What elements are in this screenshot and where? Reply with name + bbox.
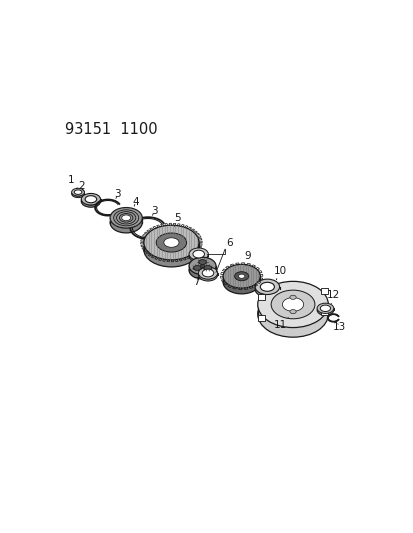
Text: 13: 13 <box>332 322 345 332</box>
Ellipse shape <box>223 270 260 294</box>
Polygon shape <box>320 309 327 315</box>
Ellipse shape <box>189 262 216 279</box>
Ellipse shape <box>198 260 206 264</box>
Ellipse shape <box>238 274 244 278</box>
Ellipse shape <box>143 232 199 267</box>
Text: 2: 2 <box>78 181 84 191</box>
Text: 5: 5 <box>173 214 180 227</box>
Ellipse shape <box>320 307 330 313</box>
Ellipse shape <box>110 212 142 233</box>
Text: 12: 12 <box>326 290 339 304</box>
Ellipse shape <box>234 272 248 281</box>
Ellipse shape <box>192 250 204 258</box>
Ellipse shape <box>198 267 217 279</box>
Ellipse shape <box>223 264 260 288</box>
Ellipse shape <box>260 285 274 294</box>
Ellipse shape <box>74 190 82 195</box>
Ellipse shape <box>257 291 328 337</box>
Polygon shape <box>320 288 327 294</box>
Ellipse shape <box>189 250 208 262</box>
Ellipse shape <box>202 271 213 279</box>
Text: 4: 4 <box>132 197 139 207</box>
Ellipse shape <box>189 248 208 260</box>
Ellipse shape <box>316 305 333 316</box>
Ellipse shape <box>110 207 142 228</box>
Ellipse shape <box>282 297 303 311</box>
Text: 93151  1100: 93151 1100 <box>65 122 157 136</box>
Ellipse shape <box>85 196 97 203</box>
Ellipse shape <box>143 225 199 260</box>
Ellipse shape <box>260 282 274 292</box>
Ellipse shape <box>189 257 216 274</box>
Ellipse shape <box>71 188 84 196</box>
Text: 6: 6 <box>225 238 232 248</box>
Text: 9: 9 <box>244 252 251 265</box>
Ellipse shape <box>81 193 100 205</box>
Ellipse shape <box>192 252 204 260</box>
Text: 11: 11 <box>273 317 287 330</box>
Ellipse shape <box>289 310 295 314</box>
Polygon shape <box>257 294 264 300</box>
Ellipse shape <box>320 305 330 311</box>
Ellipse shape <box>116 212 135 224</box>
Ellipse shape <box>81 196 100 207</box>
Polygon shape <box>257 315 264 321</box>
Ellipse shape <box>289 295 295 300</box>
Text: 3: 3 <box>114 189 121 199</box>
Text: 1: 1 <box>67 175 77 188</box>
Ellipse shape <box>121 215 131 221</box>
Ellipse shape <box>164 238 178 247</box>
Text: 7: 7 <box>192 277 199 287</box>
Ellipse shape <box>254 279 279 295</box>
Ellipse shape <box>271 290 314 319</box>
Ellipse shape <box>71 190 84 198</box>
Ellipse shape <box>198 269 217 281</box>
Ellipse shape <box>202 269 213 277</box>
Ellipse shape <box>74 191 82 196</box>
Ellipse shape <box>254 281 279 297</box>
Ellipse shape <box>316 303 333 313</box>
Text: 3: 3 <box>151 206 157 216</box>
Ellipse shape <box>156 233 186 252</box>
Ellipse shape <box>234 282 248 291</box>
Ellipse shape <box>204 265 211 270</box>
Ellipse shape <box>199 264 204 268</box>
Ellipse shape <box>85 198 97 205</box>
Ellipse shape <box>257 281 328 328</box>
Text: 10: 10 <box>273 266 286 280</box>
Ellipse shape <box>193 265 201 270</box>
